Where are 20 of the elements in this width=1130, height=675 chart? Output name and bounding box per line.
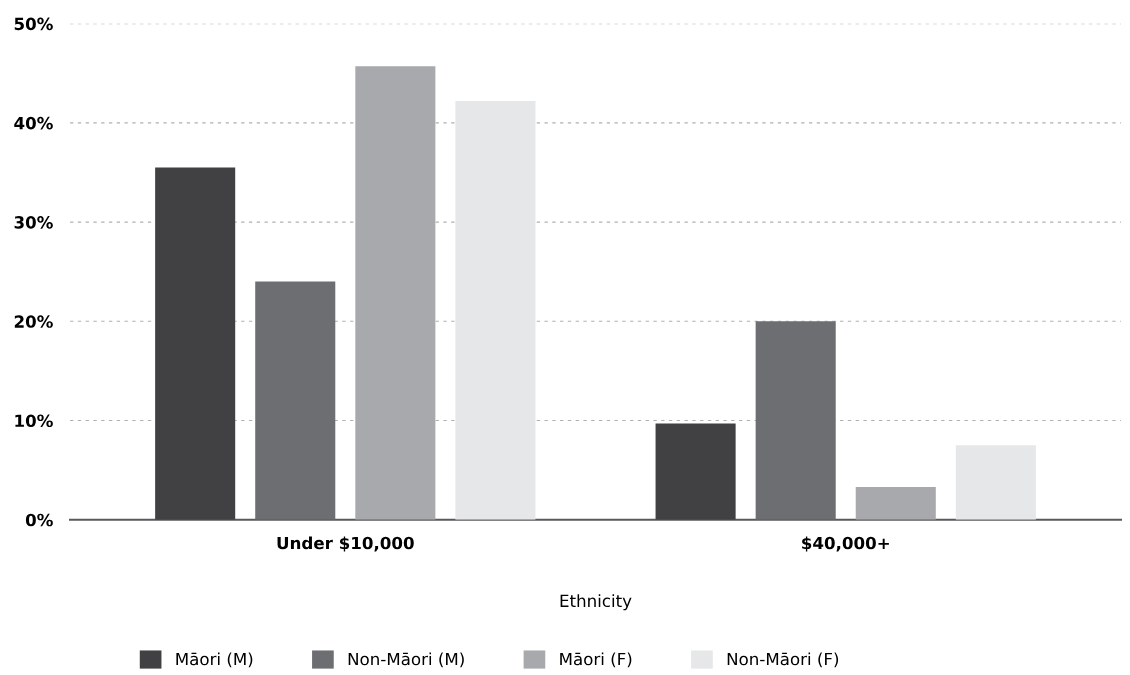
- bar: [455, 101, 536, 520]
- y-tick-label: 40%: [14, 116, 53, 130]
- y-tick-label: 30%: [14, 216, 53, 229]
- bar: [755, 321, 836, 520]
- y-tick-label: 20%: [14, 315, 53, 328]
- x-tick-label: Under $10,000: [277, 536, 414, 552]
- bar: [855, 487, 936, 520]
- legend-label: Non-Māori (F): [727, 652, 839, 668]
- bar: [255, 281, 336, 520]
- y-tick-label: 10%: [15, 414, 53, 428]
- y-tick-label: 0%: [25, 513, 53, 527]
- x-tick-label: $40,000+: [802, 536, 889, 552]
- y-tick-label: 50%: [14, 17, 53, 31]
- legend-label: Māori (F): [560, 652, 632, 668]
- bar: [955, 445, 1036, 520]
- legend-label: Māori (M): [176, 652, 253, 668]
- bar: [655, 423, 736, 520]
- bar: [155, 167, 236, 520]
- x-axis-title: Ethnicity: [560, 594, 632, 611]
- legend-label: Non-Māori (M): [348, 652, 464, 668]
